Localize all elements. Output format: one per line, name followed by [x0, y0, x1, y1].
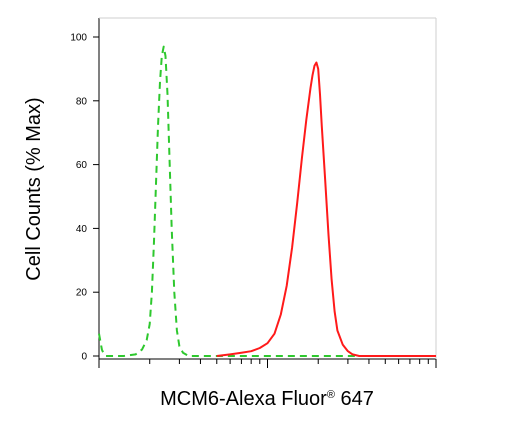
- y-tick-label: 40: [76, 224, 88, 235]
- y-tick-label: 20: [76, 288, 88, 299]
- series-line-dashed: [98, 45, 436, 357]
- y-axis-title: Cell Counts (% Max): [23, 97, 45, 280]
- x-axis-title-main: MCM6-Alexa Fluor: [160, 388, 327, 410]
- x-axis-title-mark: ®: [327, 389, 335, 401]
- x-axis-ticks: [98, 359, 437, 368]
- plot-frame: [98, 17, 437, 360]
- series-line-solid: [216, 61, 436, 357]
- y-tick-label: 60: [76, 160, 88, 171]
- y-tick-label: 100: [70, 33, 87, 44]
- x-axis-title: MCM6-Alexa Fluor® 647: [160, 388, 374, 410]
- x-axis-title-suffix: 647: [335, 388, 374, 410]
- series-layer: [98, 45, 436, 357]
- y-tick-label: 0: [81, 352, 87, 363]
- y-tick-label: 80: [76, 96, 88, 107]
- y-axis-ticks: 0 20 40 60 80 100: [70, 33, 99, 363]
